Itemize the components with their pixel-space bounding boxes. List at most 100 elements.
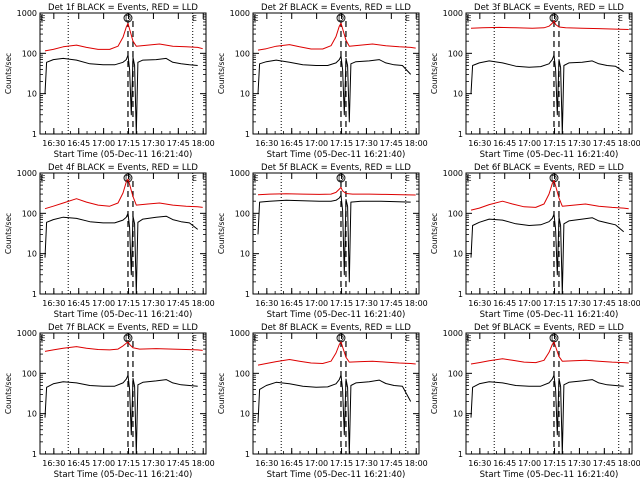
x-tick-label: 18:00 xyxy=(618,299,640,308)
x-tick-label: 17:15 xyxy=(117,139,140,148)
x-tick-label: 16:30 xyxy=(42,299,65,308)
x-tick-label: 18:00 xyxy=(618,139,640,148)
x-tick-label: 18:00 xyxy=(405,459,428,468)
x-tick-label: 18:00 xyxy=(192,459,215,468)
chart-det-3: Det 3f BLACK = Events, RED = LLD 1 10 100 10… xyxy=(430,3,640,160)
x-tick-label: 16:30 xyxy=(468,459,491,468)
x-tick-label: 16:45 xyxy=(280,459,303,468)
x-tick-label: 17:30 xyxy=(142,459,165,468)
series-lld-line xyxy=(257,186,416,196)
x-axis-label: Start Time (05-Dec-11 16:21:40) xyxy=(480,470,619,480)
y-tick-label: 100 xyxy=(448,49,463,58)
marker-circle xyxy=(123,13,133,23)
series-events-line xyxy=(257,55,412,123)
marker-label: E xyxy=(618,174,623,183)
chart-title: Det 8f BLACK = Events, RED = LLD xyxy=(261,323,411,333)
x-tick-label: 17:00 xyxy=(305,299,328,308)
marker-label: E xyxy=(405,14,410,23)
y-tick-label: 10 xyxy=(453,250,463,259)
y-tick-label: 1000 xyxy=(17,9,37,18)
x-tick-label: 17:15 xyxy=(543,299,566,308)
y-tick-label: 1 xyxy=(458,450,463,459)
x-axis-label: Start Time (05-Dec-11 16:21:40) xyxy=(267,310,406,320)
chart-det-6: Det 6f BLACK = Events, RED = LLD 1 10 100 10… xyxy=(430,163,640,320)
x-tick-label: 17:45 xyxy=(380,459,403,468)
x-tick-label: 17:30 xyxy=(568,139,591,148)
series-lld-line xyxy=(44,23,203,52)
plot-frame xyxy=(39,12,207,135)
x-tick-label: 17:15 xyxy=(543,459,566,468)
x-tick-label: 17:00 xyxy=(92,139,115,148)
marker-label: E xyxy=(466,334,471,343)
y-tick-label: 1 xyxy=(32,290,37,299)
plot-frame xyxy=(465,332,633,455)
plot-frame xyxy=(465,172,633,295)
x-tick-label: 17:45 xyxy=(593,299,616,308)
plot-frame xyxy=(252,172,420,295)
x-tick-label: 18:00 xyxy=(192,299,215,308)
x-tick-label: 16:30 xyxy=(255,299,278,308)
x-tick-label: 16:45 xyxy=(493,299,516,308)
x-tick-label: 16:45 xyxy=(280,139,303,148)
chart-title: Det 4f BLACK = Events, RED = LLD xyxy=(48,163,198,173)
x-tick-label: 17:30 xyxy=(355,299,378,308)
y-axis-label: Counts/sec xyxy=(430,213,439,254)
y-tick-label: 1000 xyxy=(17,169,37,178)
x-axis-label: Start Time (05-Dec-11 16:21:40) xyxy=(54,470,193,480)
x-tick-label: 17:00 xyxy=(518,299,541,308)
series-events-line xyxy=(44,212,199,295)
y-tick-label: 1 xyxy=(245,290,250,299)
marker-label: D xyxy=(551,14,557,23)
y-tick-label: 10 xyxy=(453,90,463,99)
marker-label: E xyxy=(253,174,258,183)
marker-label: D xyxy=(338,334,344,343)
marker-label: E xyxy=(192,14,197,23)
marker-label: E xyxy=(192,334,197,343)
x-tick-label: 16:45 xyxy=(493,139,516,148)
x-tick-label: 17:45 xyxy=(167,139,190,148)
marker-label: D xyxy=(551,174,557,183)
x-tick-label: 16:30 xyxy=(255,459,278,468)
chart-title: Det 6f BLACK = Events, RED = LLD xyxy=(474,163,624,173)
x-tick-label: 17:45 xyxy=(380,139,403,148)
marker-label: E xyxy=(40,334,45,343)
x-tick-label: 17:30 xyxy=(142,299,165,308)
y-axis-label: Counts/sec xyxy=(217,213,226,254)
y-axis-label: Counts/sec xyxy=(217,373,226,414)
y-tick-label: 1000 xyxy=(443,9,463,18)
marker-label: D xyxy=(338,174,344,183)
chart-title: Det 5f BLACK = Events, RED = LLD xyxy=(261,163,411,173)
marker-label: E xyxy=(466,14,471,23)
x-tick-label: 17:00 xyxy=(305,459,328,468)
series-lld-line xyxy=(470,341,629,365)
x-tick-label: 16:30 xyxy=(42,459,65,468)
x-tick-label: 16:30 xyxy=(468,139,491,148)
y-tick-label: 10 xyxy=(240,250,250,259)
marker-label: D xyxy=(125,334,131,343)
y-tick-label: 1000 xyxy=(443,329,463,338)
x-tick-label: 17:00 xyxy=(518,139,541,148)
y-tick-label: 100 xyxy=(235,209,250,218)
chart-det-5: Det 5f BLACK = Events, RED = LLD 1 10 100 10… xyxy=(217,163,428,320)
marker-label: E xyxy=(618,14,623,23)
y-tick-label: 1 xyxy=(245,130,250,139)
y-tick-label: 100 xyxy=(235,49,250,58)
y-tick-label: 1 xyxy=(245,450,250,459)
x-tick-label: 17:00 xyxy=(92,459,115,468)
x-axis-label: Start Time (05-Dec-11 16:21:40) xyxy=(480,150,619,160)
x-tick-label: 16:45 xyxy=(493,459,516,468)
x-tick-label: 17:15 xyxy=(330,139,353,148)
marker-label: D xyxy=(125,14,131,23)
series-lld-line xyxy=(44,178,203,210)
marker-label: E xyxy=(405,174,410,183)
y-tick-label: 100 xyxy=(22,209,37,218)
y-tick-label: 100 xyxy=(448,209,463,218)
marker-label: D xyxy=(551,334,557,343)
x-tick-label: 17:30 xyxy=(355,459,378,468)
x-tick-label: 17:15 xyxy=(330,299,353,308)
series-lld-line xyxy=(257,22,416,51)
x-tick-label: 17:15 xyxy=(117,299,140,308)
x-tick-label: 16:45 xyxy=(280,299,303,308)
x-tick-label: 18:00 xyxy=(405,299,428,308)
series-lld-line xyxy=(470,20,629,30)
